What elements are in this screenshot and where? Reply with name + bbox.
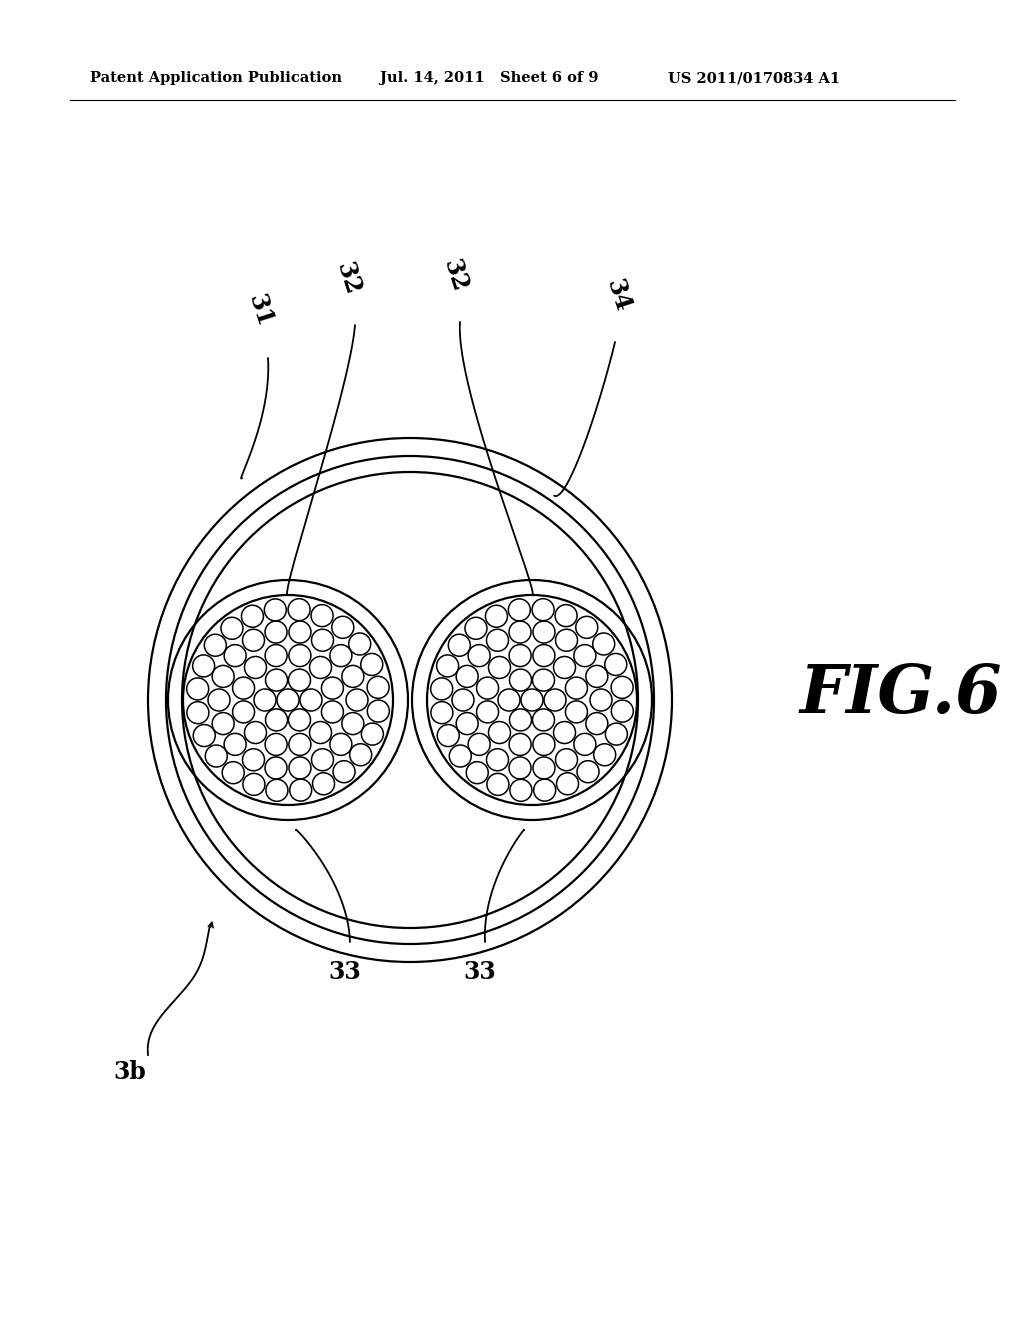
- Text: 3b: 3b: [114, 1060, 146, 1084]
- Text: FIG.6: FIG.6: [800, 663, 1002, 727]
- Text: 34: 34: [601, 276, 635, 315]
- Text: Patent Application Publication: Patent Application Publication: [90, 71, 342, 84]
- Text: 32: 32: [438, 256, 471, 294]
- Text: 33: 33: [329, 960, 361, 983]
- Text: US 2011/0170834 A1: US 2011/0170834 A1: [668, 71, 840, 84]
- Text: Jul. 14, 2011   Sheet 6 of 9: Jul. 14, 2011 Sheet 6 of 9: [380, 71, 598, 84]
- Text: 31: 31: [244, 292, 276, 330]
- Text: 32: 32: [332, 259, 365, 298]
- Text: 33: 33: [464, 960, 497, 983]
